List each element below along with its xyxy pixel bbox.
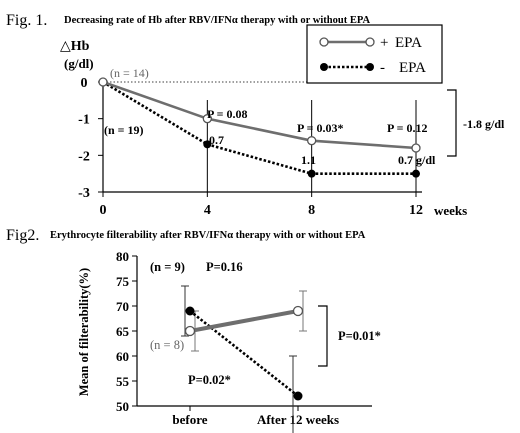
fig1-diff-week8: 1.1 [301, 153, 316, 167]
fig2-minus-epa-point [293, 391, 303, 401]
fig1-diff-week12: 0.7 g/dl [398, 153, 436, 167]
fig1-plus-epa-point [307, 136, 317, 146]
legend-minus-epa-symbol: - [380, 60, 385, 76]
fig1-ylabel-top: △Hb [60, 39, 90, 54]
fig1-label: Fig. 1. [6, 12, 47, 29]
fig2-p-top: P=0.16 [206, 260, 243, 274]
fig1-x-tick-label: 4 [204, 203, 211, 218]
fig2-bracket-label: P=0.01* [338, 329, 381, 343]
fig1-y-tick-label: 0 [81, 76, 88, 91]
fig1-title: Decreasing rate of Hb after RBV/IFNα the… [64, 15, 370, 26]
fig1-plus-epa-point [98, 77, 108, 87]
fig1-x-tick-label: 12 [409, 203, 423, 218]
fig2-y-tick-label: 65 [116, 324, 130, 339]
legend-plus-epa-marker-left [319, 37, 329, 47]
fig1-n-minus-epa: (n = 19) [104, 123, 144, 137]
fig1-minus-epa-line [102, 80, 416, 175]
fig1-minus-epa-point [412, 169, 420, 178]
fig2-plus-epa-line [189, 309, 299, 333]
fig1-diff-week4: 0.7 [209, 133, 224, 147]
legend-plus-epa-marker-right [365, 37, 375, 47]
fig2-y-tick-label: 75 [116, 274, 130, 289]
fig1-plus-epa-point [202, 114, 212, 124]
fig1-plus-epa-line [102, 80, 417, 150]
fig2-plus-epa-point [184, 325, 196, 337]
fig1-y-tick-label: -2 [78, 149, 90, 164]
fig2-minus-epa-line [189, 309, 299, 398]
fig2-n-top: (n = 9) [150, 260, 185, 274]
fig2-minus-epa-point [185, 306, 195, 316]
fig2-y-tick-label: 60 [116, 349, 129, 364]
fig1-minus-epa-point [307, 169, 316, 178]
fig1-minus-epa-point [203, 140, 212, 149]
legend-minus-epa-marker-left [320, 63, 328, 71]
fig2-axes [136, 256, 372, 407]
fig1-x-tick-label: 0 [100, 203, 107, 218]
fig1-ylabel-bottom: (g/dl) [64, 56, 94, 71]
fig1-bracket-label: -1.8 g/dl [463, 117, 505, 131]
fig1-p-week4: P = 0.08 [207, 107, 248, 121]
fig2-label: Fig2. [6, 227, 39, 244]
fig1-x-tick-label: 8 [308, 203, 315, 218]
fig1-legend-box [306, 24, 443, 84]
fig2-y-axis-label: Mean of filterability(%) [77, 268, 91, 396]
fig2-p-bottom: P=0.02* [188, 373, 231, 387]
fig1-p-week12: P = 0.12 [387, 121, 428, 135]
fig1-p-week8: P = 0.03* [297, 121, 344, 135]
legend-minus-epa-label: EPA [399, 60, 426, 76]
fig2-bracket [318, 305, 328, 367]
fig2-x-tick-label: before [172, 412, 207, 427]
fig2-title: Erythrocyte filterability after RBV/IFNα… [50, 230, 366, 241]
fig2-y-tick-label: 70 [116, 299, 129, 314]
fig1-y-tick-label: -1 [78, 113, 90, 128]
fig2-n-bottom: (n = 8) [150, 338, 184, 352]
fig2-x-tick-label: After 12 weeks [257, 412, 339, 427]
fig1-x-axis-label: weeks [434, 203, 467, 218]
fig2-plus-epa-point [292, 305, 304, 317]
fig1-y-tick-label: -3 [78, 186, 90, 201]
legend-plus-epa-label: EPA [395, 35, 422, 51]
fig2-y-tick-label: 55 [116, 374, 130, 389]
legend-minus-epa-marker-right [366, 63, 374, 71]
fig1-n-plus-epa: (n = 14) [110, 66, 149, 80]
legend-plus-epa-symbol: + [380, 35, 388, 51]
fig1-plus-epa-point [411, 143, 421, 153]
fig1-axes [102, 81, 422, 193]
fig2-y-tick-label: 80 [116, 249, 129, 264]
fig1-bracket [447, 89, 457, 157]
fig2-y-tick-label: 50 [116, 399, 129, 414]
fig1-legend: + EPA - EPA [306, 24, 443, 84]
